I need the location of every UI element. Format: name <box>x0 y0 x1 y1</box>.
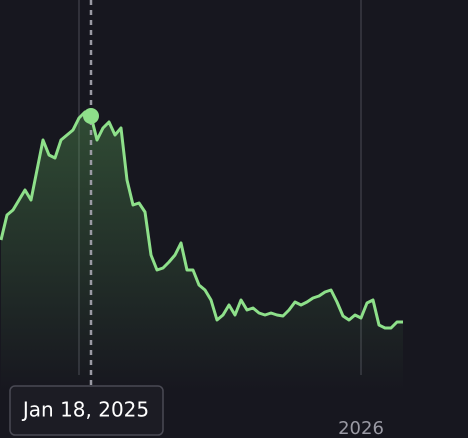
tooltip-label: Jan 18, 2025 <box>21 398 149 422</box>
tooltip <box>9 385 164 436</box>
line <box>0 110 403 330</box>
x-tick-label: 2026 <box>338 418 384 438</box>
area-fill <box>1 112 403 390</box>
hover-point <box>83 108 99 124</box>
